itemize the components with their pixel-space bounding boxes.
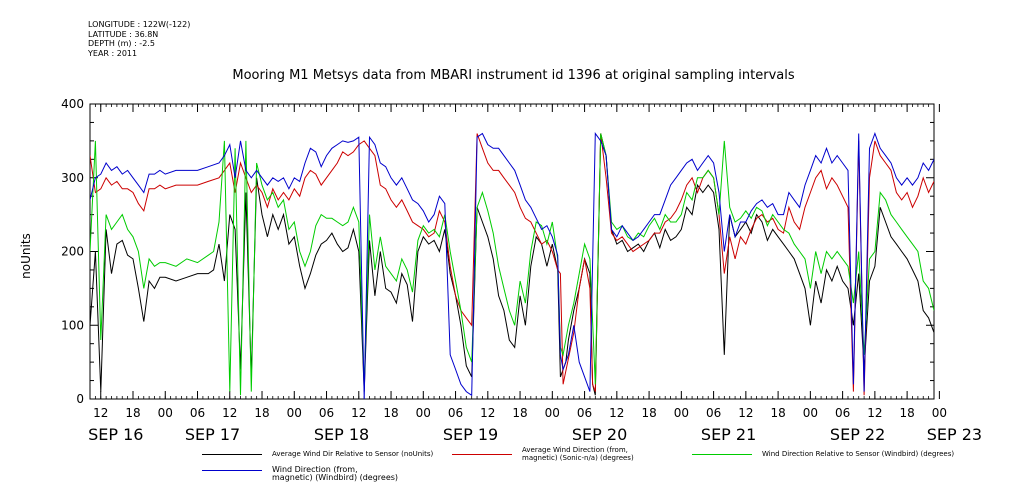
x-date-label: SEP 23 (927, 425, 982, 444)
x-tick-label: 12 (222, 406, 237, 420)
x-date-label: SEP 20 (572, 425, 627, 444)
y-tick-label: 200 (61, 245, 84, 259)
x-tick-label: 12 (93, 406, 108, 420)
x-tick-label: 06 (835, 406, 850, 420)
y-tick-label: 400 (61, 97, 84, 111)
x-tick-label: 18 (383, 406, 398, 420)
x-date-label: SEP 17 (185, 425, 240, 444)
legend-label: Wind Direction Relative to Sensor (Windb… (762, 450, 955, 458)
x-tick-label: 00 (287, 406, 302, 420)
series-line-1 (90, 133, 934, 396)
x-tick-label: 12 (867, 406, 882, 420)
legend-label: Average Wind Direction (from, magnetic) … (522, 446, 634, 462)
depth-text: DEPTH (m) : -2.5 (88, 39, 155, 48)
x-tick-label: 06 (319, 406, 334, 420)
x-tick-label: 18 (641, 406, 656, 420)
series-line-2 (90, 133, 934, 396)
y-tick-label: 100 (61, 318, 84, 332)
x-tick-label: 00 (674, 406, 689, 420)
x-tick-label: 18 (770, 406, 785, 420)
legend-swatch (202, 454, 262, 455)
x-tick-label: 06 (706, 406, 721, 420)
plot-frame (89, 103, 935, 400)
x-tick-label: 00 (932, 406, 947, 420)
y-tick-label: 0 (76, 392, 84, 406)
y-tick-label: 300 (61, 171, 84, 185)
x-tick-label: 00 (158, 406, 173, 420)
series-line-3 (90, 133, 934, 396)
x-date-label: SEP 21 (701, 425, 756, 444)
chart-title: Mooring M1 Metsys data from MBARI instru… (232, 68, 795, 83)
year-text: YEAR : 2011 (88, 48, 138, 58)
longitude-text: LONGITUDE : 122W(-122) (88, 20, 191, 29)
legend-swatch (452, 454, 512, 455)
legend-swatch (202, 470, 262, 471)
x-tick-label: 12 (609, 406, 624, 420)
x-date-label: SEP 19 (443, 425, 498, 444)
latitude-text: LATITUDE : 36.8N (88, 29, 159, 39)
legend-swatch (692, 454, 752, 455)
x-tick-label: 12 (351, 406, 366, 420)
x-tick-label: 18 (254, 406, 269, 420)
x-tick-label: 06 (448, 406, 463, 420)
x-date-label: SEP 22 (830, 425, 885, 444)
x-date-label: SEP 16 (88, 425, 143, 444)
x-tick-label: 18 (899, 406, 914, 420)
x-tick-label: 00 (803, 406, 818, 420)
x-tick-label: 12 (738, 406, 753, 420)
legend-label: Wind Direction (from, magnetic) (Windbir… (272, 465, 399, 482)
x-tick-label: 18 (125, 406, 140, 420)
x-tick-label: 00 (545, 406, 560, 420)
x-tick-label: 06 (577, 406, 592, 420)
x-tick-label: 06 (190, 406, 205, 420)
x-tick-label: 12 (480, 406, 495, 420)
x-tick-label: 18 (512, 406, 527, 420)
series-line-4 (90, 132, 934, 399)
legend-label: Average Wind Dir Relative to Sensor (noU… (272, 450, 434, 458)
x-date-label: SEP 18 (314, 425, 369, 444)
x-tick-label: 00 (416, 406, 431, 420)
metadata-block: LONGITUDE : 122W(-122) LATITUDE : 36.8N … (88, 20, 190, 58)
